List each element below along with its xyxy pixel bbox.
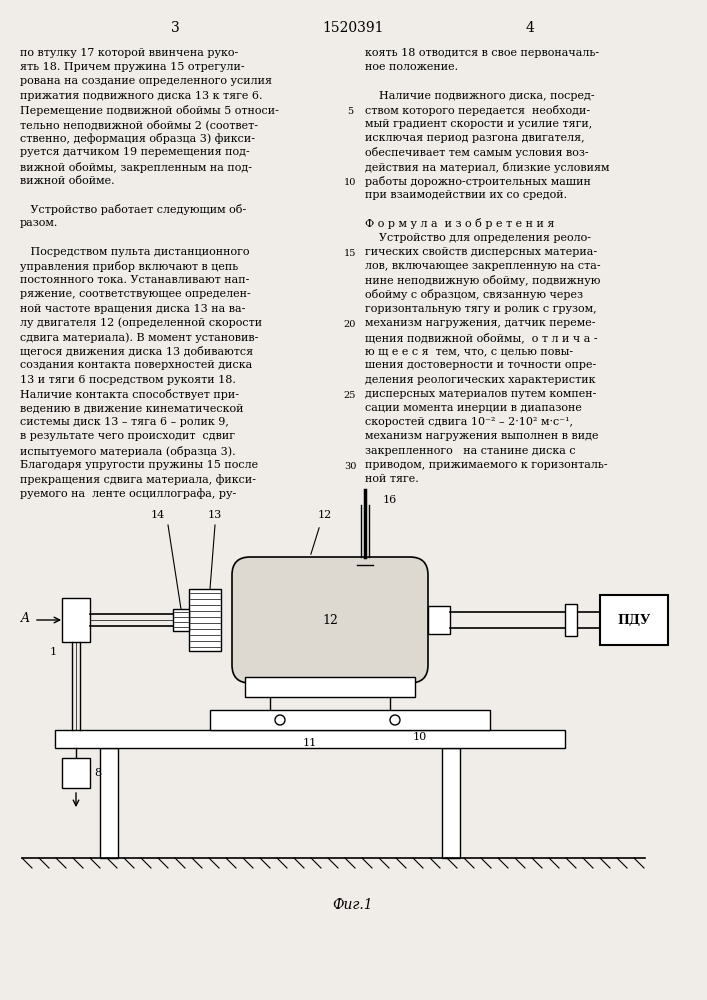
Bar — [428, 606, 450, 634]
Text: ряжение, соответствующее определен-: ряжение, соответствующее определен- — [20, 289, 251, 299]
Text: ю щ е е с я  тем, что, с целью повы-: ю щ е е с я тем, что, с целью повы- — [365, 346, 573, 356]
Bar — [245, 677, 415, 697]
Text: 11: 11 — [303, 738, 317, 748]
Text: 8: 8 — [94, 768, 101, 778]
Text: 16: 16 — [383, 495, 397, 505]
Text: Благодаря упругости пружины 15 после: Благодаря упругости пружины 15 после — [20, 460, 258, 470]
Text: действия на материал, близкие условиям: действия на материал, близкие условиям — [365, 162, 609, 173]
Text: 12: 12 — [318, 510, 332, 520]
Text: ПДУ: ПДУ — [617, 613, 650, 626]
Text: руемого на  ленте осциллографа, ру-: руемого на ленте осциллографа, ру- — [20, 488, 236, 499]
Text: обеспечивает тем самым условия воз-: обеспечивает тем самым условия воз- — [365, 147, 589, 158]
Bar — [565, 604, 577, 636]
Text: щения подвижной обоймы,  о т л и ч а -: щения подвижной обоймы, о т л и ч а - — [365, 332, 597, 343]
Text: лу двигателя 12 (определенной скорости: лу двигателя 12 (определенной скорости — [20, 318, 262, 328]
Bar — [100, 748, 118, 858]
Bar — [210, 710, 490, 730]
Text: шения достоверности и точности опре-: шения достоверности и точности опре- — [365, 360, 596, 370]
Text: создания контакта поверхностей диска: создания контакта поверхностей диска — [20, 360, 252, 370]
Text: Ф о р м у л а  и з о б р е т е н и я: Ф о р м у л а и з о б р е т е н и я — [365, 218, 554, 229]
Text: 15: 15 — [344, 249, 356, 258]
Text: 25: 25 — [344, 391, 356, 400]
Text: системы диск 13 – тяга 6 – ролик 9,: системы диск 13 – тяга 6 – ролик 9, — [20, 417, 229, 427]
Text: 12: 12 — [322, 613, 338, 626]
Bar — [173, 609, 189, 631]
Text: деления реологических характеристик: деления реологических характеристик — [365, 375, 595, 385]
Text: Перемещение подвижной обоймы 5 относи-: Перемещение подвижной обоймы 5 относи- — [20, 105, 279, 116]
Bar — [189, 589, 221, 651]
Bar — [442, 748, 460, 858]
Text: скоростей сдвига 10⁻² – 2·10² м·с⁻¹,: скоростей сдвига 10⁻² – 2·10² м·с⁻¹, — [365, 417, 573, 427]
Text: механизм нагружения выполнен в виде: механизм нагружения выполнен в виде — [365, 431, 599, 441]
FancyBboxPatch shape — [232, 557, 428, 683]
Text: ять 18. Причем пружина 15 отрегули-: ять 18. Причем пружина 15 отрегули- — [20, 62, 245, 72]
Circle shape — [390, 715, 400, 725]
Text: горизонтальную тягу и ролик с грузом,: горизонтальную тягу и ролик с грузом, — [365, 304, 597, 314]
Text: сации момента инерции в диапазоне: сации момента инерции в диапазоне — [365, 403, 582, 413]
Text: обойму с образцом, связанную через: обойму с образцом, связанную через — [365, 289, 583, 300]
Text: рована на создание определенного усилия: рована на создание определенного усилия — [20, 76, 272, 86]
Bar — [600, 595, 668, 645]
Text: 5: 5 — [347, 107, 353, 116]
Text: исключая период разгона двигателя,: исключая период разгона двигателя, — [365, 133, 585, 143]
Text: Наличие контакта способствует при-: Наличие контакта способствует при- — [20, 389, 239, 400]
Bar — [62, 598, 90, 642]
Circle shape — [275, 715, 285, 725]
Text: ведению в движение кинематической: ведению в движение кинематической — [20, 403, 243, 413]
Text: прижатия подвижного диска 13 к тяге 6.: прижатия подвижного диска 13 к тяге 6. — [20, 91, 262, 101]
Bar — [55, 730, 565, 748]
Text: A: A — [21, 612, 30, 625]
Text: 14: 14 — [151, 510, 165, 520]
Text: работы дорожно-строительных машин: работы дорожно-строительных машин — [365, 176, 591, 187]
Text: 13 и тяги 6 посредством рукояти 18.: 13 и тяги 6 посредством рукояти 18. — [20, 375, 236, 385]
Text: ное положение.: ное положение. — [365, 62, 458, 72]
Text: руется датчиком 19 перемещения под-: руется датчиком 19 перемещения под- — [20, 147, 250, 157]
Text: ственно, деформация образца 3) фикси-: ственно, деформация образца 3) фикси- — [20, 133, 255, 144]
Text: ством которого передается  необходи-: ством которого передается необходи- — [365, 105, 590, 116]
Text: механизм нагружения, датчик переме-: механизм нагружения, датчик переме- — [365, 318, 595, 328]
Text: нине неподвижную обойму, подвижную: нине неподвижную обойму, подвижную — [365, 275, 600, 286]
Text: вижной обойме.: вижной обойме. — [20, 176, 115, 186]
Text: Фиг.1: Фиг.1 — [333, 898, 373, 912]
Text: гических свойств дисперсных материа-: гических свойств дисперсных материа- — [365, 247, 597, 257]
Text: управления прибор включают в цепь: управления прибор включают в цепь — [20, 261, 238, 272]
Text: ной тяге.: ной тяге. — [365, 474, 419, 484]
Text: Посредством пульта дистанционного: Посредством пульта дистанционного — [20, 247, 250, 257]
Text: Устройство работает следующим об-: Устройство работает следующим об- — [20, 204, 246, 215]
Text: Устройство для определения реоло-: Устройство для определения реоло- — [365, 233, 591, 243]
Text: в результате чего происходит  сдвиг: в результате чего происходит сдвиг — [20, 431, 235, 441]
Text: 1: 1 — [50, 647, 57, 657]
Text: разом.: разом. — [20, 218, 59, 228]
Text: дисперсных материалов путем компен-: дисперсных материалов путем компен- — [365, 389, 597, 399]
Text: испытуемого материала (образца 3).: испытуемого материала (образца 3). — [20, 446, 235, 457]
Text: постоянного тока. Устанавливают нап-: постоянного тока. Устанавливают нап- — [20, 275, 250, 285]
Text: мый градиент скорости и усилие тяги,: мый градиент скорости и усилие тяги, — [365, 119, 592, 129]
Text: прекращения сдвига материала, фикси-: прекращения сдвига материала, фикси- — [20, 474, 256, 485]
Text: 4: 4 — [525, 21, 534, 35]
Text: 1520391: 1520391 — [322, 21, 384, 35]
Text: Наличие подвижного диска, посред-: Наличие подвижного диска, посред- — [365, 91, 595, 101]
Text: 20: 20 — [344, 320, 356, 329]
Text: коять 18 отводится в свое первоначаль-: коять 18 отводится в свое первоначаль- — [365, 48, 599, 58]
Text: 13: 13 — [208, 510, 222, 520]
Text: 10: 10 — [344, 178, 356, 187]
Text: ной частоте вращения диска 13 на ва-: ной частоте вращения диска 13 на ва- — [20, 304, 245, 314]
Text: лов, включающее закрепленную на ста-: лов, включающее закрепленную на ста- — [365, 261, 601, 271]
Bar — [62, 758, 90, 788]
Text: 3: 3 — [170, 21, 180, 35]
Text: закрепленного   на станине диска с: закрепленного на станине диска с — [365, 446, 575, 456]
Text: щегося движения диска 13 добиваются: щегося движения диска 13 добиваются — [20, 346, 253, 357]
Text: 30: 30 — [344, 462, 356, 471]
Text: сдвига материала). В момент установив-: сдвига материала). В момент установив- — [20, 332, 258, 343]
Text: при взаимодействии их со средой.: при взаимодействии их со средой. — [365, 190, 567, 200]
Text: вижной обоймы, закрепленным на под-: вижной обоймы, закрепленным на под- — [20, 162, 252, 173]
Text: приводом, прижимаемого к горизонталь-: приводом, прижимаемого к горизонталь- — [365, 460, 607, 470]
Text: 10: 10 — [413, 732, 427, 742]
Text: по втулку 17 которой ввинчена руко-: по втулку 17 которой ввинчена руко- — [20, 48, 238, 58]
Text: тельно неподвижной обоймы 2 (соответ-: тельно неподвижной обоймы 2 (соответ- — [20, 119, 258, 130]
